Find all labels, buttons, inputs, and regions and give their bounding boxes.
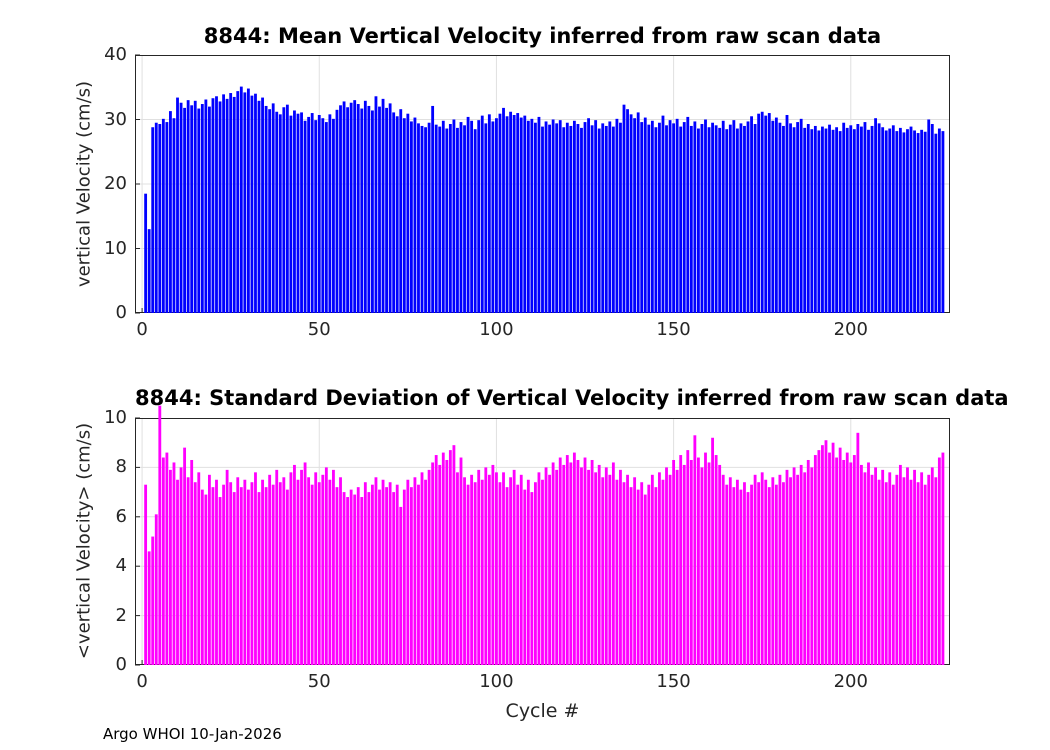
std-velocity-bar-chart (135, 405, 950, 666)
x-tick-label: 100 (479, 319, 514, 340)
y-tick-label: 4 (115, 555, 127, 577)
x-tick-label: 150 (656, 319, 691, 340)
y-tick-label: 10 (104, 407, 127, 428)
x-axis-label: Cycle # (505, 700, 580, 722)
x-tick-label: 200 (833, 319, 868, 340)
y-tick-label: 8 (115, 456, 127, 478)
x-tick-label: 50 (307, 319, 331, 340)
y-tick-label: 10 (104, 237, 127, 259)
y-tick-label: 0 (115, 654, 127, 675)
x-tick-label: 200 (833, 671, 868, 692)
x-tick-label: 0 (136, 671, 148, 692)
y-tick-label: 2 (115, 604, 127, 626)
y-tick-label: 20 (104, 173, 127, 194)
y-tick-label: 40 (104, 44, 127, 65)
x-tick-label: 50 (307, 671, 331, 692)
mean-chart-title: 8844: Mean Vertical Velocity inferred fr… (203, 24, 882, 48)
x-tick-label: 0 (136, 319, 148, 340)
std-chart-title: 8844: Standard Deviation of Vertical Vel… (135, 386, 1009, 410)
watermark-text: Argo WHOI 10-Jan-2026 (103, 725, 282, 743)
y-tick-label: 30 (104, 108, 127, 130)
x-tick-label: 100 (479, 671, 514, 692)
y-tick-label: 0 (115, 302, 127, 323)
y-tick-label: 6 (115, 505, 127, 527)
mean-velocity-bar-chart (135, 54, 950, 314)
x-tick-label: 150 (656, 671, 691, 692)
